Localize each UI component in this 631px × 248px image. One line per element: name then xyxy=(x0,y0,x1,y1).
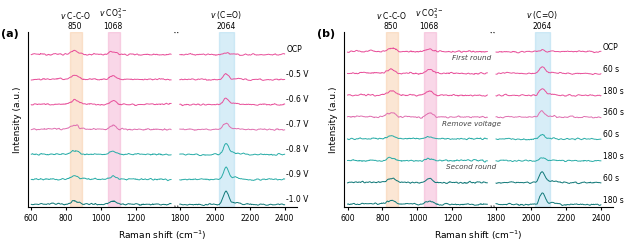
Text: $\it{v}$ (C=O)
2064: $\it{v}$ (C=O) 2064 xyxy=(526,9,558,31)
Bar xyxy=(535,32,550,207)
Y-axis label: Intensity (a.u.): Intensity (a.u.) xyxy=(329,86,338,153)
Text: -1.0 V: -1.0 V xyxy=(286,195,309,204)
Bar xyxy=(425,32,436,207)
Y-axis label: Intensity (a.u.): Intensity (a.u.) xyxy=(13,86,22,153)
Text: -0.7 V: -0.7 V xyxy=(286,120,309,129)
Text: 60 s: 60 s xyxy=(603,130,619,139)
Text: -0.9 V: -0.9 V xyxy=(286,170,309,179)
Bar xyxy=(219,32,234,207)
Text: 60 s: 60 s xyxy=(603,65,619,74)
Text: $\it{v}$ CO$_3^{2-}$
1068: $\it{v}$ CO$_3^{2-}$ 1068 xyxy=(415,6,444,31)
Text: -0.8 V: -0.8 V xyxy=(286,145,309,154)
Text: OCP: OCP xyxy=(286,45,302,54)
Text: First round: First round xyxy=(452,55,491,61)
X-axis label: Raman shift (cm$^{-1}$): Raman shift (cm$^{-1}$) xyxy=(434,229,523,243)
Text: (a): (a) xyxy=(1,29,19,39)
Text: $\it{v}$ C-C-O
850: $\it{v}$ C-C-O 850 xyxy=(60,10,90,31)
Text: $\it{v}$ CO$_3^{2-}$
1068: $\it{v}$ CO$_3^{2-}$ 1068 xyxy=(98,6,127,31)
Text: OCP: OCP xyxy=(603,43,618,52)
Text: 180 s: 180 s xyxy=(603,152,623,161)
Text: -0.5 V: -0.5 V xyxy=(286,70,309,79)
Text: (b): (b) xyxy=(317,29,335,39)
Text: 180 s: 180 s xyxy=(603,87,623,95)
Text: -0.6 V: -0.6 V xyxy=(286,95,309,104)
Text: $\it{v}$ (C=O)
2064: $\it{v}$ (C=O) 2064 xyxy=(210,9,242,31)
Bar xyxy=(69,32,82,207)
Text: 360 s: 360 s xyxy=(603,108,623,117)
Text: $\it{v}$ C-C-O
850: $\it{v}$ C-C-O 850 xyxy=(376,10,406,31)
Text: 60 s: 60 s xyxy=(603,174,619,183)
Bar xyxy=(108,32,119,207)
X-axis label: Raman shift (cm$^{-1}$): Raman shift (cm$^{-1}$) xyxy=(118,229,206,243)
Text: Second round: Second round xyxy=(447,164,497,170)
Bar xyxy=(386,32,398,207)
Text: Remove voltage: Remove voltage xyxy=(442,121,501,127)
Text: 180 s: 180 s xyxy=(603,196,623,205)
